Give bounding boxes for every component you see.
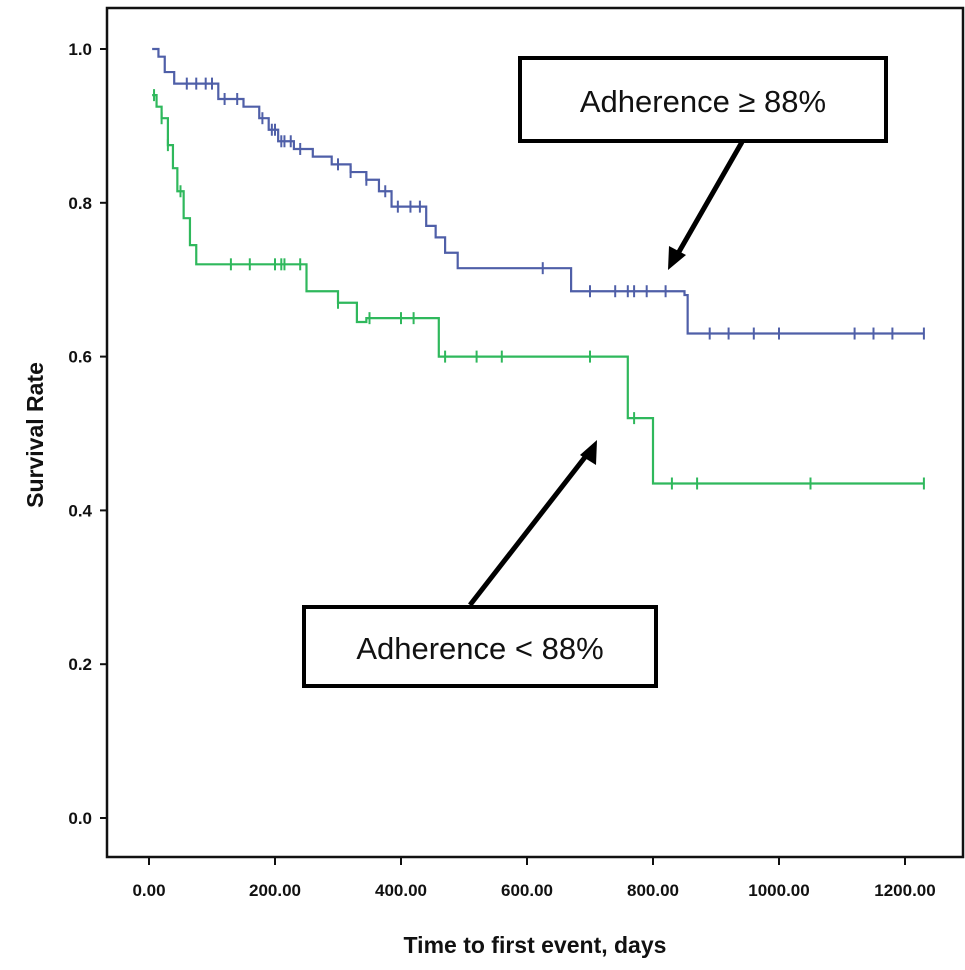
y-tick-label: 0.6 xyxy=(68,348,92,367)
x-tick-label: 800.00 xyxy=(627,881,679,900)
x-tick-label: 0.00 xyxy=(132,881,165,900)
x-tick-label: 200.00 xyxy=(249,881,301,900)
x-axis-title: Time to first event, days xyxy=(404,932,667,958)
series-0-curve xyxy=(152,47,924,335)
annotation-high-arrow xyxy=(673,140,745,259)
annotation-low-arrowhead xyxy=(580,440,597,465)
y-tick-label: 0.0 xyxy=(68,809,92,828)
x-tick-label: 400.00 xyxy=(375,881,427,900)
plot-frame xyxy=(105,6,965,859)
axes: 0.0 0.2 0.4 0.6 0.8 1.0 0.00 200.00 400.00 600.00… xyxy=(68,40,935,900)
y-tick-label: 0.8 xyxy=(68,194,92,213)
annotation-low-label: Adherence < 88% xyxy=(356,631,603,666)
annotation-high-arrowhead xyxy=(668,246,686,270)
annotation-box-high xyxy=(518,56,888,143)
x-tick-label: 1000.00 xyxy=(748,881,809,900)
annotation-high-label: Adherence ≥ 88% xyxy=(580,84,826,119)
series-1-curve xyxy=(152,94,924,485)
x-tick-label: 1200.00 xyxy=(874,881,935,900)
x-tick-label: 600.00 xyxy=(501,881,553,900)
y-axis-title: Survival Rate xyxy=(22,362,48,508)
y-tick-label: 0.4 xyxy=(68,501,92,520)
y-tick-label: 0.2 xyxy=(68,655,92,674)
series-layer xyxy=(152,47,925,490)
annotation-box-low xyxy=(302,605,658,688)
y-tick-label: 1.0 xyxy=(68,40,92,59)
annotation-low-arrow xyxy=(468,450,591,607)
